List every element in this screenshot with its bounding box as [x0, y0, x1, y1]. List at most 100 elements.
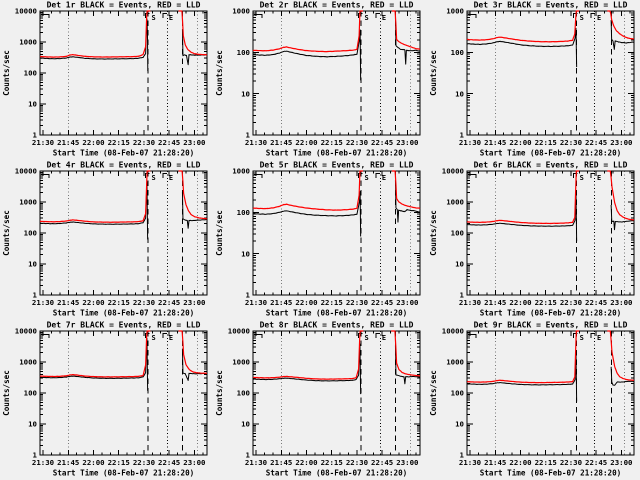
flag-label: E [169, 14, 173, 22]
series-events-line [466, 190, 577, 242]
flag-bracket-icon [590, 13, 595, 19]
series-lld-line [178, 170, 208, 220]
y-axis-label: Counts/sec [215, 370, 224, 416]
flag-bracket-icon [145, 13, 150, 19]
series-lld-line [392, 170, 421, 209]
y-tick-label: 1 [459, 131, 464, 140]
y-tick-label: 1000 [19, 198, 37, 207]
x-tick-label: 22:00 [82, 298, 104, 307]
panel-det-5r: 21:30 21:45 22:00 22:15 22:30 22:45 23:00 1 10 10… [215, 161, 421, 317]
x-tick-label: 22:15 [534, 298, 556, 307]
x-tick-label: 23:00 [397, 298, 419, 307]
series-events-line [253, 29, 362, 81]
y-tick-label: 1 [459, 451, 464, 460]
y-tick-label: 1 [33, 131, 38, 140]
series-events-line [181, 192, 208, 229]
x-tick-label: 21:45 [57, 298, 79, 307]
x-tick-label: 21:30 [32, 298, 54, 307]
x-tick-label: 23:00 [397, 138, 419, 147]
y-tick-label: 1000 [233, 7, 251, 16]
y-axis-label: Counts/sec [215, 210, 224, 256]
flag-label: S [579, 14, 583, 22]
y-tick-label: 10 [455, 260, 464, 269]
y-tick-label: 1 [246, 451, 251, 460]
x-tick-label: 23:00 [183, 298, 205, 307]
flag-bar [40, 174, 50, 179]
x-tick-label: 22:30 [133, 138, 155, 147]
y-tick-label: 1000 [233, 358, 251, 367]
y-tick-label: 100 [237, 389, 250, 398]
series-lld-line [606, 10, 634, 40]
x-tick-label: 22:30 [346, 458, 368, 467]
x-tick-label: 22:15 [534, 138, 556, 147]
plot-frame [252, 10, 421, 136]
flag-label: S [365, 334, 369, 342]
x-tick-label: 22:15 [108, 458, 130, 467]
y-tick-label: 10 [28, 100, 37, 109]
series-lld-line [178, 330, 208, 374]
flag-bar [254, 334, 263, 339]
y-tick-label: 10 [241, 89, 250, 98]
flag-label: S [152, 334, 156, 342]
series-events-line [395, 180, 421, 223]
x-tick-label: 21:30 [245, 138, 267, 147]
panel-det-3r: 21:30 21:45 22:00 22:15 22:30 22:45 23:00 1 10 10… [429, 1, 635, 157]
y-tick-label: 1 [33, 291, 38, 300]
series-lld-line [253, 170, 364, 211]
y-tick-label: 1 [33, 451, 38, 460]
x-tick-label: 22:45 [585, 458, 607, 467]
flag-bracket-icon [358, 333, 363, 339]
y-tick-label: 100 [24, 229, 37, 238]
x-tick-label: 22:45 [585, 138, 607, 147]
x-tick-label: 21:45 [484, 138, 506, 147]
plot-frame [466, 170, 635, 296]
x-tick-label: 22:30 [559, 458, 581, 467]
flag-bracket-icon [375, 173, 381, 179]
x-tick-label: 22:15 [321, 138, 343, 147]
x-tick-label: 22:45 [371, 458, 393, 467]
series-lld-line [466, 330, 579, 384]
x-tick-label: 21:30 [459, 458, 481, 467]
panel-title: Det 3r BLACK = Events, RED = LLD [473, 1, 627, 10]
flag-label: E [382, 14, 386, 22]
plot-frame [466, 10, 635, 136]
x-tick-label: 21:30 [245, 458, 267, 467]
panel-det-8r: 21:30 21:45 22:00 22:15 22:30 22:45 23:00 1 10 10… [215, 321, 421, 477]
x-tick-label: 22:00 [296, 458, 318, 467]
x-tick-label: 22:00 [82, 138, 104, 147]
panel-title: Det 5r BLACK = Events, RED = LLD [260, 161, 414, 170]
series-events-line [466, 350, 577, 402]
series-events-line [395, 345, 421, 385]
panel-title: Det 4r BLACK = Events, RED = LLD [47, 161, 201, 170]
plot-frame [39, 10, 208, 136]
y-tick-label: 10000 [15, 167, 37, 176]
y-axis-label: Counts/sec [2, 370, 11, 416]
x-axis-label: Start Time (08-Feb-07 21:28:20) [266, 308, 407, 317]
flag-label: S [579, 174, 583, 182]
flag-label: S [365, 174, 369, 182]
x-tick-label: 21:30 [32, 458, 54, 467]
series-events-line [253, 343, 362, 395]
series-events-line [39, 181, 149, 240]
panel-det-2r: 21:30 21:45 22:00 22:15 22:30 22:45 23:00 1 10 10… [215, 1, 421, 157]
x-tick-label: 23:00 [183, 138, 205, 147]
series-lld-line [606, 170, 634, 221]
x-tick-label: 22:15 [108, 298, 130, 307]
x-tick-label: 22:30 [133, 298, 155, 307]
panel-title: Det 6r BLACK = Events, RED = LLD [473, 161, 627, 170]
x-tick-label: 22:15 [534, 458, 556, 467]
y-tick-label: 10 [455, 89, 464, 98]
y-tick-label: 100 [450, 48, 463, 57]
x-tick-label: 21:45 [270, 298, 292, 307]
y-tick-label: 10 [241, 249, 250, 258]
x-axis-label: Start Time (08-Feb-07 21:28:20) [479, 468, 620, 477]
x-tick-label: 21:45 [270, 458, 292, 467]
x-tick-label: 22:30 [346, 138, 368, 147]
flag-bracket-icon [162, 13, 167, 19]
y-tick-label: 10000 [15, 327, 37, 336]
x-axis-label: Start Time (08-Feb-07 21:28:20) [266, 468, 407, 477]
series-events-line [253, 190, 362, 237]
plot-frame [252, 170, 421, 296]
flag-label: S [579, 334, 583, 342]
